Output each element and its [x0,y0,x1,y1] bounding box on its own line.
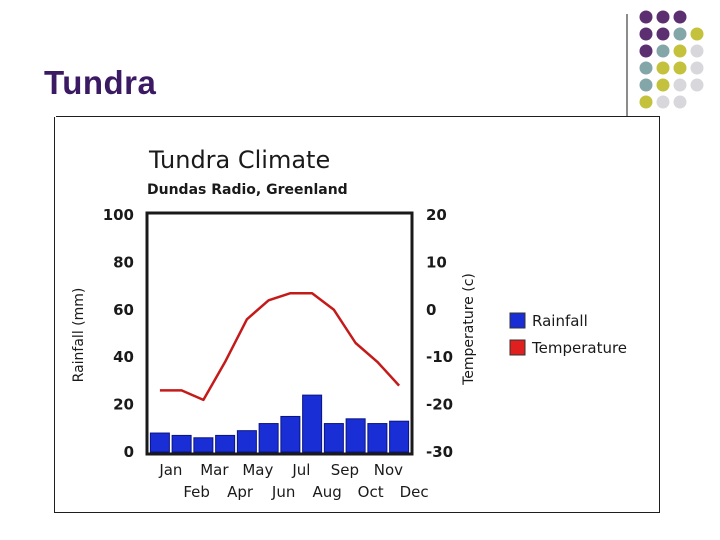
decorative-dot [673,44,687,58]
rainfall-bar [367,423,388,453]
x-tick-label: Dec [400,483,429,501]
decorative-dot [673,27,687,41]
chart-frame: Tundra Climate Dundas Radio, Greenland R… [54,117,660,513]
x-tick-label: May [242,461,273,479]
decorative-dot [639,95,653,109]
y2-tick-label: -10 [426,348,453,366]
chart-title: Tundra Climate [148,146,330,174]
legend-label: Temperature [531,339,627,357]
x-tick-label: Feb [183,483,210,501]
decorative-dot [656,61,670,75]
title-divider-vertical [626,14,628,116]
slide-title: Tundra [44,64,157,101]
y2-tick-label: 10 [426,253,447,271]
decorative-dot [656,95,670,109]
decorative-dot [673,10,687,24]
x-tick-label: Nov [374,461,403,479]
decorative-dot [656,78,670,92]
temperature-line [159,291,401,402]
rainfall-bar [193,437,214,453]
y2-tick-label: 20 [426,206,447,224]
x-tick-label: Aug [312,483,341,501]
rainfall-bar [280,415,301,453]
decorative-dot [639,44,653,58]
rainfall-bar [323,423,344,453]
x-tick-label: Sep [331,461,359,479]
decorative-dot [639,78,653,92]
decorative-dot [690,44,704,58]
y-tick-label: 100 [103,206,134,224]
y2-tick-label: -30 [426,443,453,461]
decorative-dot [656,27,670,41]
x-tick-label: Apr [227,483,254,501]
y-tick-label: 40 [113,348,134,366]
decorative-dot [673,95,687,109]
rainfall-bar [215,434,236,453]
decorative-dot [673,78,687,92]
y-tick-label: 60 [113,301,134,319]
decorative-dot [690,78,704,92]
decorative-dot [673,61,687,75]
y2-tick-label: -20 [426,396,453,414]
legend-swatch [509,339,526,356]
decorative-dot [639,27,653,41]
rainfall-bar [258,423,279,453]
decorative-dot [639,61,653,75]
y-tick-label: 80 [113,253,134,271]
decorative-dot [656,44,670,58]
plot-area [145,211,414,456]
rainfall-bar [389,420,410,453]
y-axis-label: Rainfall (mm) [71,288,87,383]
climate-chart: Tundra Climate Dundas Radio, Greenland R… [71,146,627,501]
x-tick-label: Jan [158,461,182,479]
decorative-dot [690,27,704,41]
y2-tick-label: 0 [426,301,436,319]
rainfall-bar [345,418,366,453]
x-tick-label: Jun [271,483,295,501]
rainfall-bar [236,430,257,453]
legend-label: Rainfall [532,312,588,330]
decorative-dot [690,61,704,75]
x-tick-label: Jul [291,461,310,479]
y-tick-label: 0 [124,443,134,461]
y2-axis-label: Temperature (c) [461,273,477,386]
y-tick-label: 20 [113,396,134,414]
rainfall-bar [171,434,192,453]
legend-swatch [509,312,526,329]
x-tick-label: Mar [200,461,229,479]
rainfall-bar [149,432,170,453]
x-tick-label: Oct [358,483,384,501]
decorative-dot [639,10,653,24]
chart-subtitle: Dundas Radio, Greenland [147,182,348,198]
decorative-dot [656,10,670,24]
rainfall-bar [302,394,323,453]
decorative-dot-grid [639,10,704,109]
